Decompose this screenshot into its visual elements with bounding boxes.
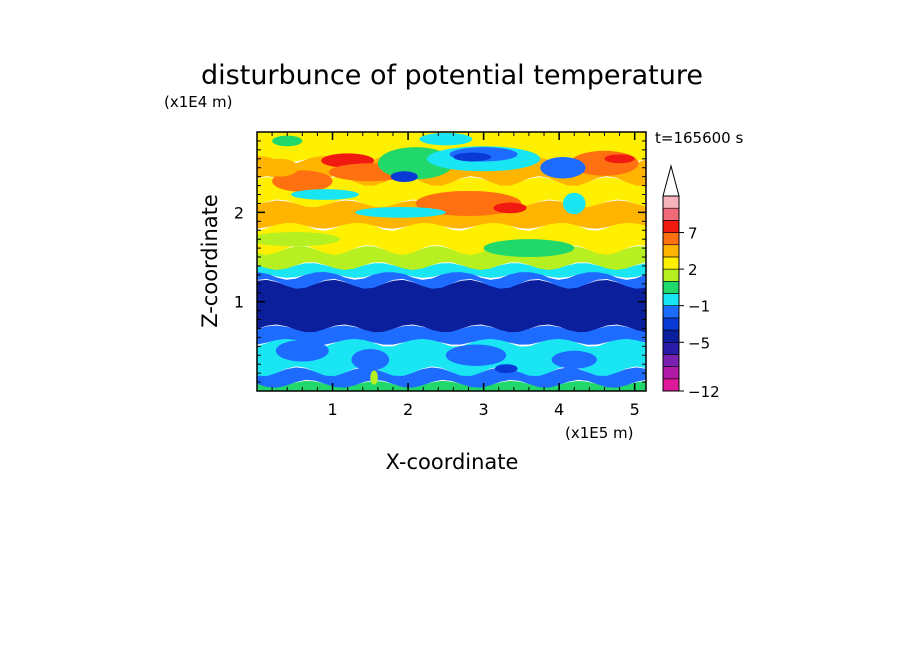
contour-feature xyxy=(419,132,473,146)
contour-feature xyxy=(445,344,507,366)
contour-feature xyxy=(494,364,518,374)
contour-feature xyxy=(370,370,378,385)
contour-band xyxy=(257,263,646,278)
colorbar-tick-label: −12 xyxy=(688,383,720,401)
x-tick-label: 1 xyxy=(327,400,337,419)
colorbar-swatch xyxy=(662,232,680,246)
contour-feature xyxy=(483,239,575,258)
x-axis-label: X-coordinate xyxy=(386,450,519,474)
contour-feature xyxy=(493,202,527,214)
colorbar-swatch xyxy=(662,305,680,319)
colorbar-swatch xyxy=(662,207,680,221)
contour-feature xyxy=(540,157,586,179)
y-unit-label: (x1E4 m) xyxy=(164,93,233,111)
contour-feature xyxy=(351,349,390,371)
plot-area xyxy=(257,132,646,391)
plot-frame xyxy=(256,131,647,392)
contour-feature xyxy=(562,192,586,215)
contour-feature xyxy=(260,158,299,177)
colorbar-swatch xyxy=(662,378,680,392)
contour-band xyxy=(257,270,646,289)
colorbar: 7 2 −1 −5 −12 xyxy=(662,164,720,401)
colorbar-extend-arrow xyxy=(662,164,680,197)
contour-feature xyxy=(272,135,303,147)
contour-band xyxy=(257,325,646,345)
contour-feature xyxy=(453,152,492,162)
x-tick-label: 2 xyxy=(403,400,413,419)
x-axis: 1 2 3 4 5 xyxy=(271,132,640,419)
colorbar-swatch xyxy=(662,366,680,380)
colorbar-tick-label: −5 xyxy=(688,334,710,352)
y-tick-label: 2 xyxy=(234,203,244,222)
y-axis-label: Z-coordinate xyxy=(198,194,222,328)
chart-title: disturbunce of potential temperature xyxy=(201,60,703,91)
colorbar-frame xyxy=(662,195,680,392)
x-tick-label: 4 xyxy=(554,400,564,419)
contour-band xyxy=(257,279,646,333)
colorbar-tick-label: 7 xyxy=(688,225,698,243)
contour-feature xyxy=(390,171,418,183)
x-tick-label: 3 xyxy=(479,400,489,419)
y-tick-label: 1 xyxy=(234,293,244,312)
contour-feature xyxy=(257,232,341,247)
contour-feature xyxy=(551,350,597,369)
colorbar-swatch xyxy=(662,256,680,270)
time-label: t=165600 s xyxy=(655,129,743,147)
colorbar-swatch xyxy=(662,220,680,233)
colorbar-swatch xyxy=(662,195,680,209)
colorbar-tick-label: −1 xyxy=(688,298,710,316)
colorbar-tick-label: 2 xyxy=(688,261,698,279)
colorbar-swatch xyxy=(662,354,680,367)
colorbar-swatch xyxy=(662,317,680,331)
contour-feature xyxy=(355,207,446,218)
contour-feature xyxy=(290,189,359,200)
contour-band xyxy=(257,380,646,391)
contour-feature xyxy=(275,340,329,362)
x-unit-label: (x1E5 m) xyxy=(565,424,634,442)
colorbar-swatch xyxy=(662,268,680,282)
y-axis: 12 xyxy=(234,140,646,383)
colorbar-swatch xyxy=(662,329,680,343)
colorbar-swatch xyxy=(662,293,680,306)
contour-feature xyxy=(604,154,635,164)
colorbar-swatch xyxy=(662,341,680,355)
x-tick-label: 5 xyxy=(630,400,640,419)
colorbar-swatch xyxy=(662,244,680,258)
colorbar-swatch xyxy=(662,281,680,294)
